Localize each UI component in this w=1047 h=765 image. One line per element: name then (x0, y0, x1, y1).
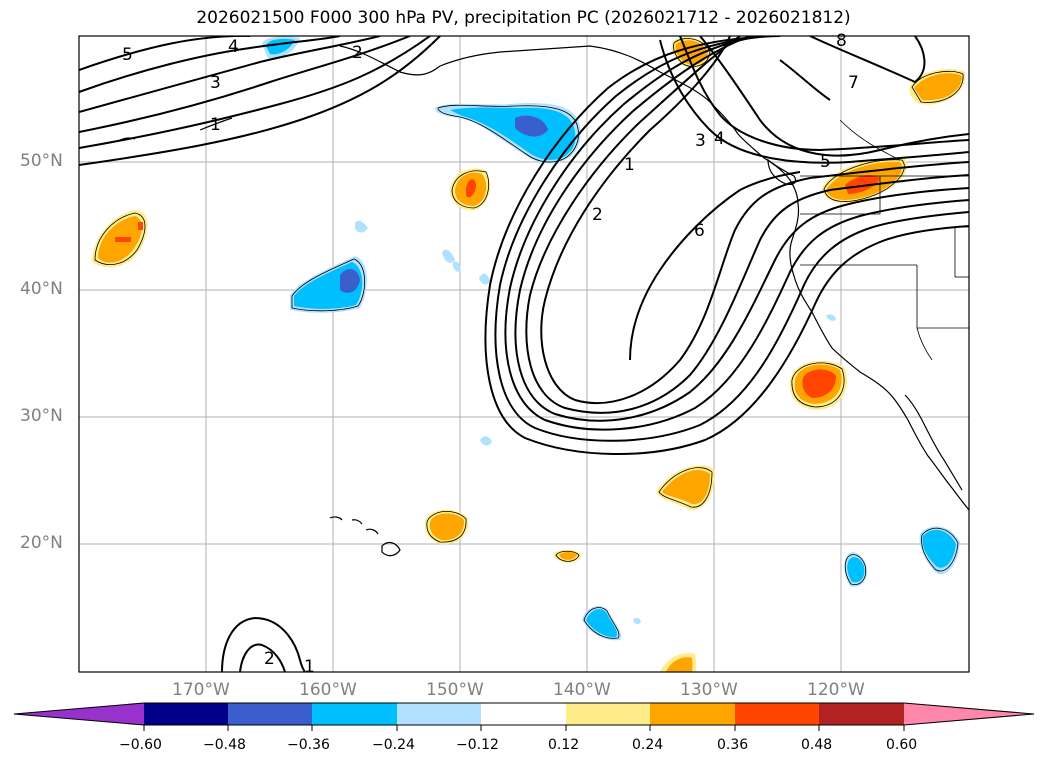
lon-label-140w: 140°W (553, 680, 611, 700)
pv-contour-line (540, 36, 969, 404)
pv-contour-line (514, 36, 969, 422)
precip-negative-blob (586, 609, 618, 638)
colorbar-segment (819, 703, 904, 725)
pv-label: 4 (228, 37, 239, 57)
colorbar-tick-label: 0.48 (801, 737, 833, 753)
pv-label: 1 (624, 155, 635, 175)
precip-positive-blob (666, 657, 693, 672)
lat-label-20n: 20°N (20, 533, 63, 553)
pv-label: 3 (695, 131, 706, 151)
pv-contour-line (699, 36, 969, 157)
colorbar-segment (144, 703, 228, 725)
pv-contour-line (504, 36, 969, 431)
pv-contour-line (79, 36, 431, 149)
colorbar-tick-label: −0.36 (287, 737, 330, 753)
pv-contour-line (79, 36, 441, 166)
coastline-hawaii (381, 541, 401, 557)
colorbar-segment (650, 703, 735, 725)
colorbar-tick-label: 0.24 (632, 737, 664, 753)
lon-label-130w: 130°W (680, 680, 738, 700)
pv-contour-line (239, 643, 286, 672)
colorbar-tick-label: 0.36 (717, 737, 749, 753)
lat-label-30n: 30°N (20, 406, 63, 426)
lon-label-160w: 160°W (299, 680, 357, 700)
colorbar-segment (228, 703, 312, 725)
pv-label: 1 (304, 657, 315, 677)
coastlines (119, 45, 969, 557)
pv-contour-line (484, 36, 969, 455)
colorbar-segment (481, 703, 566, 725)
lon-label-150w: 150°W (426, 680, 484, 700)
colorbar-segment (566, 703, 650, 725)
colorbar (13, 702, 1035, 731)
political-borders (800, 119, 969, 361)
colorbar-tick-label: −0.60 (119, 737, 162, 753)
pv-label: 4 (714, 129, 725, 149)
precip-blobs (92, 36, 966, 672)
pv-label: 6 (694, 221, 705, 241)
colorbar-extend-min (14, 703, 144, 725)
coastline-island (199, 117, 233, 131)
pv-label: 2 (264, 649, 275, 669)
precip-positive-blob (662, 470, 710, 505)
precip-positive-blob (914, 73, 962, 101)
pv-label: 3 (210, 73, 221, 93)
pv-label: 2 (352, 43, 363, 63)
colorbar-tick-label: 0.60 (886, 737, 918, 753)
colorbar-tick-label: −0.24 (372, 737, 415, 753)
lon-label-170w: 170°W (172, 680, 230, 700)
pv-contour-line (79, 36, 381, 113)
pv-label: 2 (592, 205, 603, 225)
colorbar-tick-label: 0.12 (548, 737, 580, 753)
pv-contour-line (629, 171, 801, 361)
pv-label: 1 (210, 115, 221, 135)
pv-contour-line (809, 36, 926, 84)
precip-positive-blob (429, 513, 465, 541)
pv-label: 8 (836, 31, 847, 51)
lat-label-50n: 50°N (20, 151, 63, 171)
colorbar-segment (312, 703, 397, 725)
colorbar-tick-label: −0.48 (203, 737, 246, 753)
pv-contours (79, 36, 969, 672)
coastline-hawaii (365, 528, 379, 535)
pv-contour-line (779, 59, 831, 101)
lat-label-40n: 40°N (20, 279, 63, 299)
coastline-baja (904, 394, 963, 491)
colorbar-tick-label: −0.12 (456, 737, 499, 753)
coastline-west-us (789, 203, 969, 511)
precip-outlines (94, 38, 964, 639)
coastline-island (119, 137, 136, 141)
coastline-hawaii (351, 519, 363, 525)
map-frame (78, 35, 970, 673)
colorbar-extend-max (904, 703, 1034, 725)
pv-contour-line (659, 39, 969, 164)
pv-contour-line (525, 36, 969, 414)
colorbar-segment (735, 703, 819, 725)
map-title: 2026021500 F000 300 hPa PV, precipitatio… (196, 8, 851, 28)
pv-contour-line (221, 616, 306, 672)
coastline-hawaii (329, 516, 343, 521)
precip-negative-blob (922, 529, 956, 568)
coastline-vancouver-island (767, 158, 797, 186)
pv-label: 5 (122, 45, 133, 65)
colorbar-segment (397, 703, 481, 725)
pv-label: 7 (848, 73, 859, 93)
pv-contour-line (79, 36, 341, 93)
pv-contour-labels: 5 4 3 2 1 1 2 3 4 5 6 7 8 2 1 (122, 31, 859, 677)
precip-negative-blob (847, 557, 865, 583)
lon-label-120w: 120°W (807, 680, 865, 700)
pv-label: 5 (820, 152, 831, 172)
pv-contour-line (494, 36, 969, 442)
